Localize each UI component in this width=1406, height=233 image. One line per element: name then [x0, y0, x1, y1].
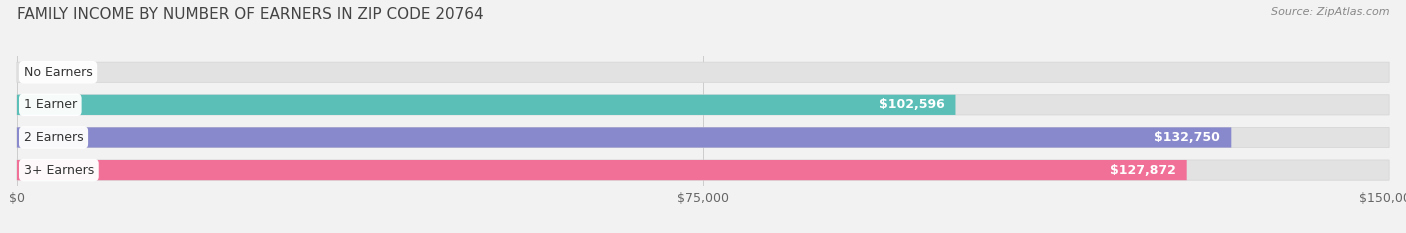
FancyBboxPatch shape — [17, 160, 1187, 180]
Text: 1 Earner: 1 Earner — [24, 98, 77, 111]
Text: $127,872: $127,872 — [1109, 164, 1175, 177]
Text: $102,596: $102,596 — [879, 98, 945, 111]
FancyBboxPatch shape — [17, 127, 1389, 147]
Text: Source: ZipAtlas.com: Source: ZipAtlas.com — [1271, 7, 1389, 17]
FancyBboxPatch shape — [17, 160, 1389, 180]
FancyBboxPatch shape — [17, 62, 1389, 82]
Text: 2 Earners: 2 Earners — [24, 131, 83, 144]
Text: No Earners: No Earners — [24, 66, 93, 79]
Text: $0: $0 — [42, 66, 58, 79]
Text: FAMILY INCOME BY NUMBER OF EARNERS IN ZIP CODE 20764: FAMILY INCOME BY NUMBER OF EARNERS IN ZI… — [17, 7, 484, 22]
Text: $132,750: $132,750 — [1154, 131, 1220, 144]
FancyBboxPatch shape — [17, 95, 956, 115]
Text: 3+ Earners: 3+ Earners — [24, 164, 94, 177]
FancyBboxPatch shape — [17, 95, 1389, 115]
FancyBboxPatch shape — [17, 127, 1232, 147]
